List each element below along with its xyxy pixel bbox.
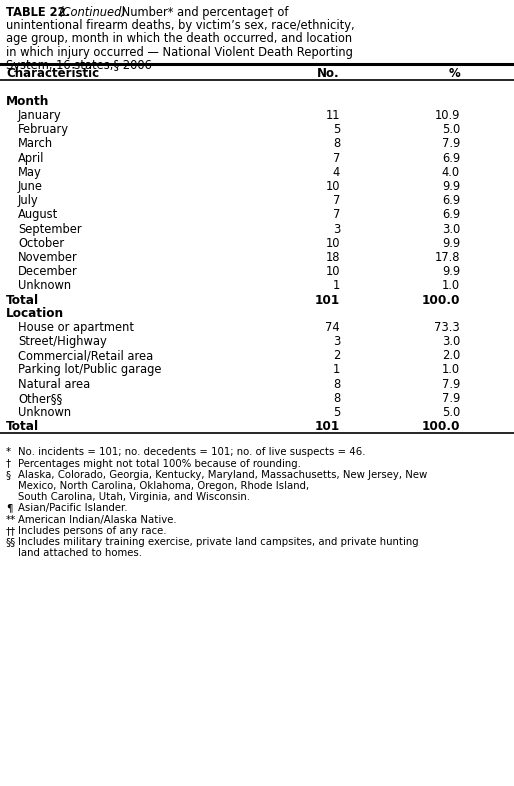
Text: System, 16 states,§ 2006: System, 16 states,§ 2006	[6, 59, 152, 72]
Text: Natural area: Natural area	[18, 377, 90, 391]
Text: 4.0: 4.0	[442, 166, 460, 178]
Text: 6.9: 6.9	[442, 208, 460, 222]
Text: 6.9: 6.9	[442, 194, 460, 208]
Text: 74: 74	[325, 321, 340, 334]
Text: Includes military training exercise, private land campsites, and private hunting: Includes military training exercise, pri…	[18, 537, 418, 547]
Text: age group, month in which the death occurred, and location: age group, month in which the death occu…	[6, 32, 352, 46]
Text: Number* and percentage† of: Number* and percentage† of	[118, 6, 288, 19]
Text: 11: 11	[325, 109, 340, 122]
Text: 7: 7	[333, 152, 340, 164]
Text: 6.9: 6.9	[442, 152, 460, 164]
Text: 10: 10	[325, 237, 340, 250]
Text: September: September	[18, 222, 82, 236]
Text: 4: 4	[333, 166, 340, 178]
Text: Location: Location	[6, 307, 64, 320]
Text: March: March	[18, 138, 53, 150]
Text: 10.9: 10.9	[435, 109, 460, 122]
Text: in which injury occurred — National Violent Death Reporting: in which injury occurred — National Viol…	[6, 46, 353, 59]
Text: §: §	[6, 470, 11, 479]
Text: 7.9: 7.9	[442, 138, 460, 150]
Text: 18: 18	[325, 251, 340, 264]
Text: 2.0: 2.0	[442, 349, 460, 362]
Text: 73.3: 73.3	[434, 321, 460, 334]
Text: Mexico, North Carolina, Oklahoma, Oregon, Rhode Island,: Mexico, North Carolina, Oklahoma, Oregon…	[18, 481, 309, 491]
Text: 1: 1	[333, 279, 340, 292]
Text: (Continued): (Continued)	[58, 6, 126, 19]
Text: Month: Month	[6, 95, 49, 108]
Text: House or apartment: House or apartment	[18, 321, 134, 334]
Text: 17.8: 17.8	[434, 251, 460, 264]
Text: May: May	[18, 166, 42, 178]
Text: ¶: ¶	[6, 503, 12, 513]
Text: June: June	[18, 180, 43, 193]
Text: 9.9: 9.9	[442, 265, 460, 278]
Text: Alaska, Colorado, Georgia, Kentucky, Maryland, Massachusetts, New Jersey, New: Alaska, Colorado, Georgia, Kentucky, Mar…	[18, 470, 427, 479]
Text: 101: 101	[315, 294, 340, 307]
Text: November: November	[18, 251, 78, 264]
Text: 2: 2	[333, 349, 340, 362]
Text: 7.9: 7.9	[442, 377, 460, 391]
Text: No. incidents = 101; no. decedents = 101; no. of live suspects = 46.: No. incidents = 101; no. decedents = 101…	[18, 447, 365, 457]
Text: 8: 8	[333, 391, 340, 405]
Text: land attached to homes.: land attached to homes.	[18, 548, 142, 558]
Text: 9.9: 9.9	[442, 180, 460, 193]
Text: 9.9: 9.9	[442, 237, 460, 250]
Text: Unknown: Unknown	[18, 406, 71, 419]
Text: 1.0: 1.0	[442, 279, 460, 292]
Text: 5.0: 5.0	[442, 406, 460, 419]
Text: American Indian/Alaska Native.: American Indian/Alaska Native.	[18, 515, 177, 524]
Text: July: July	[18, 194, 39, 208]
Text: April: April	[18, 152, 44, 164]
Text: Characteristic: Characteristic	[6, 67, 99, 80]
Text: 7: 7	[333, 194, 340, 208]
Text: 7.9: 7.9	[442, 391, 460, 405]
Text: December: December	[18, 265, 78, 278]
Text: Other§§: Other§§	[18, 391, 62, 405]
Text: 1.0: 1.0	[442, 363, 460, 376]
Text: Unknown: Unknown	[18, 279, 71, 292]
Text: January: January	[18, 109, 62, 122]
Text: %: %	[448, 67, 460, 80]
Text: South Carolina, Utah, Virginia, and Wisconsin.: South Carolina, Utah, Virginia, and Wisc…	[18, 492, 250, 502]
Text: **: **	[6, 515, 16, 524]
Text: TABLE 22.: TABLE 22.	[6, 6, 70, 19]
Text: †: †	[6, 458, 11, 468]
Text: unintentional firearm deaths, by victim’s sex, race/ethnicity,: unintentional firearm deaths, by victim’…	[6, 19, 355, 32]
Text: 100.0: 100.0	[421, 294, 460, 307]
Text: 3: 3	[333, 222, 340, 236]
Text: 101: 101	[315, 421, 340, 433]
Text: Includes persons of any race.: Includes persons of any race.	[18, 526, 167, 536]
Text: 10: 10	[325, 180, 340, 193]
Text: Total: Total	[6, 421, 39, 433]
Text: Parking lot/Public garage: Parking lot/Public garage	[18, 363, 161, 376]
Text: 8: 8	[333, 138, 340, 150]
Text: 3: 3	[333, 335, 340, 348]
Text: Total: Total	[6, 294, 39, 307]
Text: Commercial/Retail area: Commercial/Retail area	[18, 349, 153, 362]
Text: August: August	[18, 208, 58, 222]
Text: Street/Highway: Street/Highway	[18, 335, 107, 348]
Text: 1: 1	[333, 363, 340, 376]
Text: ††: ††	[6, 526, 16, 536]
Text: 5.0: 5.0	[442, 123, 460, 136]
Text: 5: 5	[333, 406, 340, 419]
Text: 5: 5	[333, 123, 340, 136]
Text: October: October	[18, 237, 64, 250]
Text: 3.0: 3.0	[442, 222, 460, 236]
Text: *: *	[6, 447, 11, 457]
Text: 3.0: 3.0	[442, 335, 460, 348]
Text: §§: §§	[6, 537, 16, 547]
Text: 100.0: 100.0	[421, 421, 460, 433]
Text: Percentages might not total 100% because of rounding.: Percentages might not total 100% because…	[18, 458, 301, 468]
Text: No.: No.	[317, 67, 340, 80]
Text: February: February	[18, 123, 69, 136]
Text: 8: 8	[333, 377, 340, 391]
Text: 7: 7	[333, 208, 340, 222]
Text: 10: 10	[325, 265, 340, 278]
Text: Asian/Pacific Islander.: Asian/Pacific Islander.	[18, 503, 127, 513]
